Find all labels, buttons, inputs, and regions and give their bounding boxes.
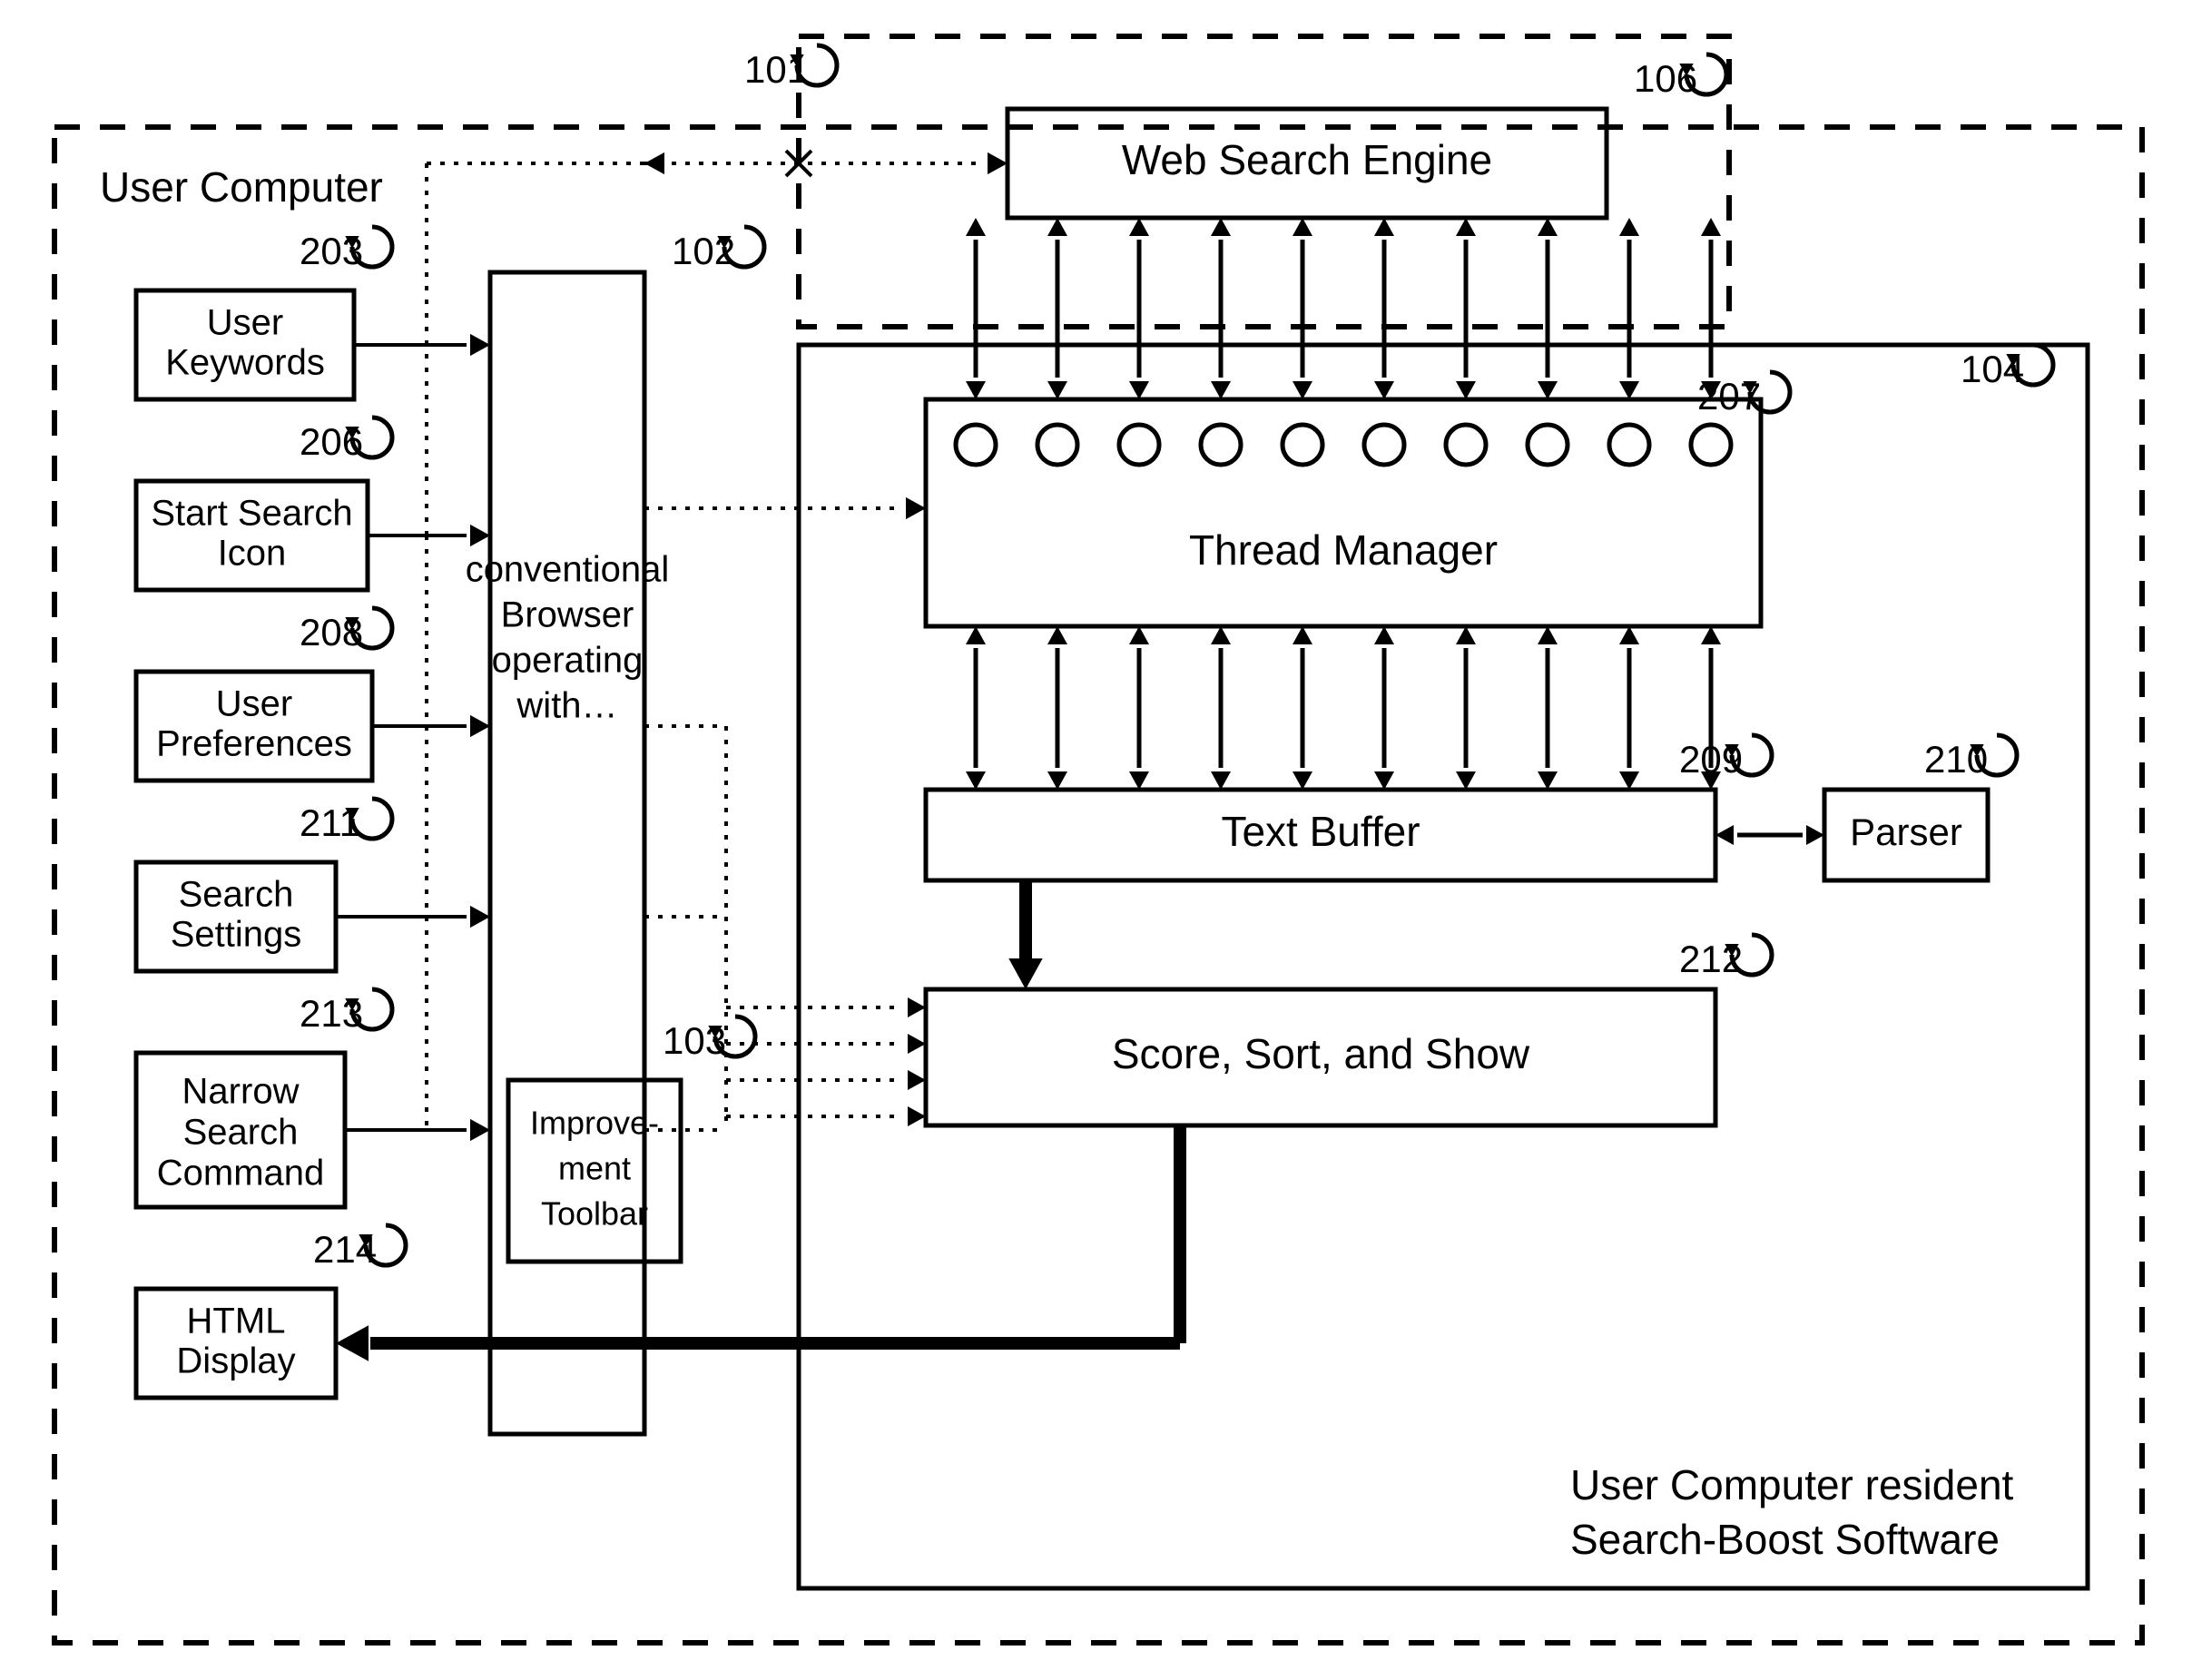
architecture-diagram: User Computer101User Computer residentSe… — [0, 0, 2192, 1680]
svg-text:Preferences: Preferences — [156, 724, 352, 764]
svg-text:User Computer resident: User Computer resident — [1570, 1461, 2014, 1508]
svg-text:Browser: Browser — [501, 595, 634, 635]
svg-text:conventional: conventional — [466, 550, 670, 590]
svg-text:Start Search: Start Search — [151, 494, 352, 534]
svg-text:Command: Command — [157, 1154, 325, 1194]
svg-text:Toolbar: Toolbar — [541, 1195, 648, 1233]
svg-text:Search: Search — [183, 1113, 299, 1153]
svg-text:User: User — [207, 303, 283, 343]
svg-text:Display: Display — [176, 1341, 295, 1381]
svg-text:Icon: Icon — [218, 534, 287, 574]
svg-text:operating: operating — [492, 641, 644, 681]
svg-text:Improve-: Improve- — [530, 1105, 659, 1142]
svg-text:Web Search Engine: Web Search Engine — [1122, 136, 1492, 183]
svg-text:Text Buffer: Text Buffer — [1221, 808, 1420, 855]
svg-text:Parser: Parser — [1850, 811, 1962, 853]
svg-text:Search-Boost Software: Search-Boost Software — [1570, 1516, 2000, 1563]
svg-text:Narrow: Narrow — [182, 1072, 300, 1112]
svg-text:Score, Sort, and Show: Score, Sort, and Show — [1112, 1030, 1530, 1077]
svg-text:HTML: HTML — [187, 1302, 286, 1341]
svg-text:ment: ment — [558, 1150, 631, 1187]
svg-text:User: User — [216, 684, 292, 724]
svg-text:Keywords: Keywords — [165, 343, 325, 383]
svg-text:Search: Search — [179, 875, 294, 915]
svg-text:Settings: Settings — [171, 915, 302, 955]
svg-text:Thread Manager: Thread Manager — [1189, 526, 1498, 574]
svg-text:User Computer: User Computer — [100, 163, 383, 211]
svg-text:with…: with… — [516, 686, 617, 726]
